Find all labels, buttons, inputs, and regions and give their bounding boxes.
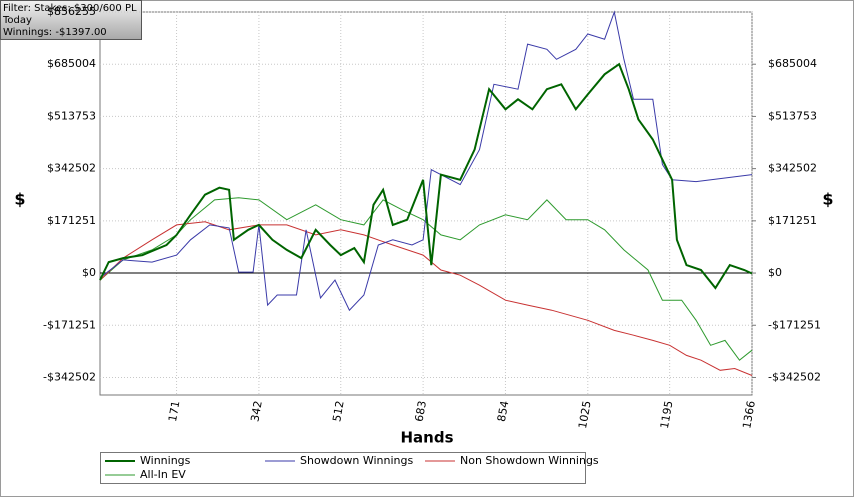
x-tick-label: 1025: [576, 400, 594, 430]
series-line: [99, 10, 753, 312]
y2-tick-label: -$171251: [768, 318, 821, 331]
y-tick-label: $0: [82, 266, 96, 279]
y2-tick-label: $342502: [768, 162, 817, 175]
y2-tick-label: -$342502: [768, 370, 821, 383]
x-axis-label: Hands: [400, 429, 453, 447]
y-axis-label: $: [14, 190, 25, 209]
x-tick-label: 1366: [740, 400, 758, 430]
y-tick-label: -$342502: [43, 370, 96, 383]
x-tick-label: 171: [166, 400, 182, 423]
y2-axis-label: $: [822, 190, 833, 209]
filter-box: [0, 0, 142, 40]
legend-label: Showdown Winnings: [300, 454, 414, 467]
y2-tick-label: $0: [768, 266, 782, 279]
y-tick-label: -$171251: [43, 318, 96, 331]
series-line: [99, 197, 753, 361]
legend: [100, 452, 586, 484]
filter-text: Filter: Stakes: $300/600 PL: [3, 3, 137, 14]
legend-label: Non Showdown Winnings: [460, 454, 599, 467]
x-tick-label: 854: [495, 400, 511, 423]
y-tick-label: $342502: [47, 162, 96, 175]
series-line: [99, 62, 753, 290]
y-tick-label: $685004: [47, 57, 96, 70]
x-tick-label: 1195: [658, 400, 676, 430]
y-tick-label: $856255: [47, 5, 96, 18]
x-tick-label: 683: [413, 400, 429, 423]
legend-label: Winnings: [140, 454, 191, 467]
x-tick-label: 342: [248, 400, 264, 423]
y2-tick-label: $513753: [768, 109, 817, 122]
y-tick-label: $513753: [47, 109, 96, 122]
x-tick-label: 512: [330, 400, 346, 423]
y2-tick-label: $171251: [768, 214, 817, 227]
y-tick-label: $171251: [47, 214, 96, 227]
legend-label: All-In EV: [140, 468, 186, 481]
filter-text: Today: [2, 15, 32, 26]
filter-text: Winnings: -$1397.00: [3, 27, 107, 38]
y2-tick-label: $685004: [768, 57, 817, 70]
